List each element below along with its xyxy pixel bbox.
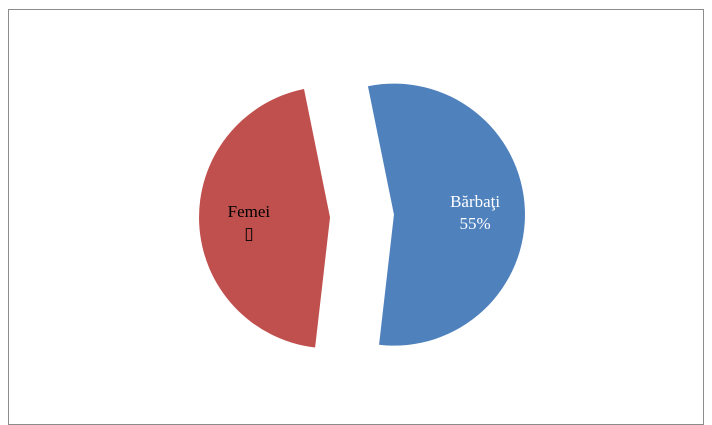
slice-category-label: Femei	[228, 202, 271, 221]
slice-label-femei: Femei ▯	[228, 202, 271, 243]
slice-value-label: ▯	[244, 224, 253, 243]
pie-slice-femei	[199, 88, 331, 348]
pie-slices	[199, 83, 525, 348]
chart-frame	[8, 9, 704, 425]
pie-slice-barbati	[367, 83, 525, 346]
slice-value-label: 55%	[460, 214, 491, 233]
slice-label-barbati: Bărbaţi 55%	[450, 192, 500, 233]
pie-labels: Bărbaţi 55% Femei ▯	[228, 192, 501, 243]
slice-category-label: Bărbaţi	[450, 192, 500, 211]
